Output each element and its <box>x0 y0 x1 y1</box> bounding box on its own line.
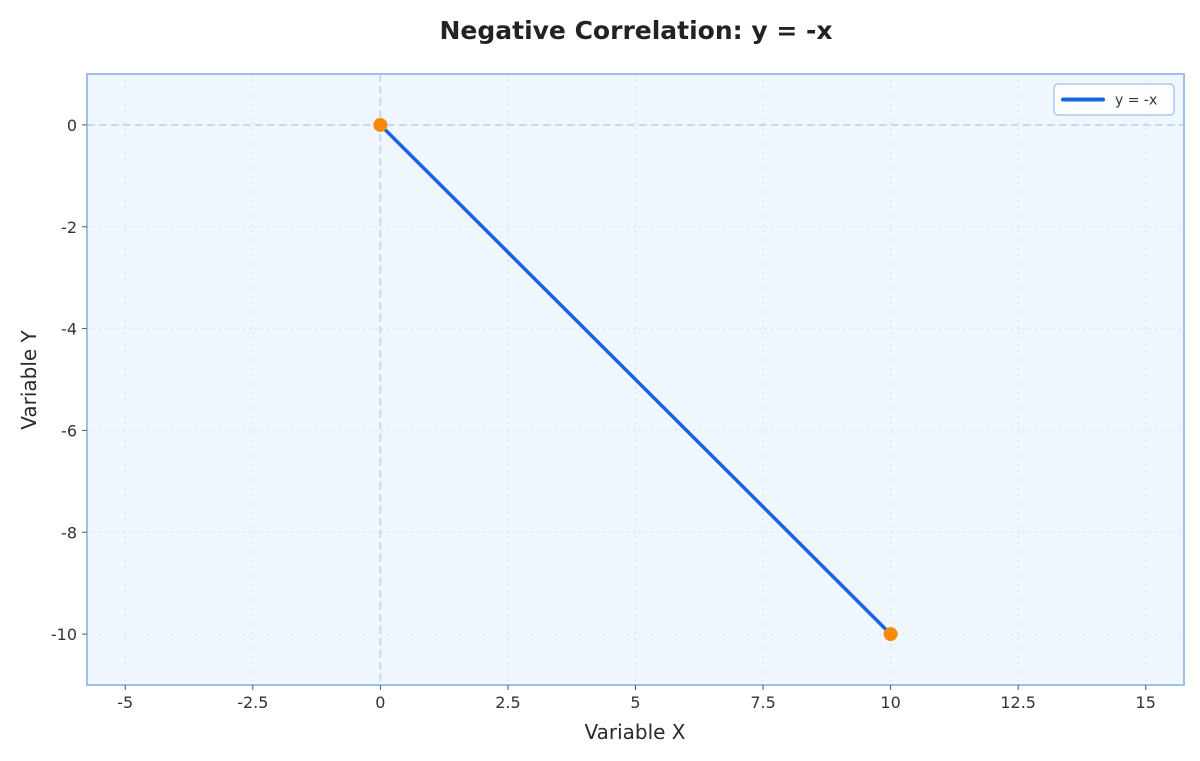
y-tick-label: -8 <box>61 523 77 542</box>
y-tick-label: -6 <box>61 421 77 440</box>
y-tick-label: -10 <box>51 625 77 644</box>
legend-box <box>1053 83 1175 116</box>
x-tick-label: 2.5 <box>495 693 520 712</box>
x-tick-label: -2.5 <box>237 693 268 712</box>
x-tick-label: 7.5 <box>750 693 775 712</box>
series-layer <box>373 117 898 642</box>
data-point <box>373 117 388 132</box>
y-tick-label: 0 <box>67 116 77 135</box>
x-tick-label: -5 <box>117 693 133 712</box>
x-axis-label: Variable X <box>584 720 685 744</box>
x-tick-label: 5 <box>630 693 640 712</box>
legend: y = -x <box>1053 83 1175 116</box>
series-line <box>378 123 893 636</box>
x-tick-label: 10 <box>880 693 900 712</box>
x-axis-ticks: -5 -2.5 0 2.5 5 7.5 10 12.5 15 <box>117 685 1156 712</box>
x-tick-label: 0 <box>375 693 385 712</box>
y-axis-label: Variable Y <box>17 329 41 429</box>
x-tick-label: 15 <box>1136 693 1156 712</box>
y-axis-ticks: 0 -2 -4 -6 -8 -10 <box>51 116 87 644</box>
y-tick-label: -4 <box>61 320 77 339</box>
reference-lines <box>87 74 1184 685</box>
data-point <box>883 627 898 642</box>
x-tick-label: 12.5 <box>1000 693 1036 712</box>
legend-label: y = -x <box>1115 93 1157 109</box>
chart-title: Negative Correlation: y = -x <box>439 16 832 45</box>
y-tick-label: -2 <box>61 218 77 237</box>
